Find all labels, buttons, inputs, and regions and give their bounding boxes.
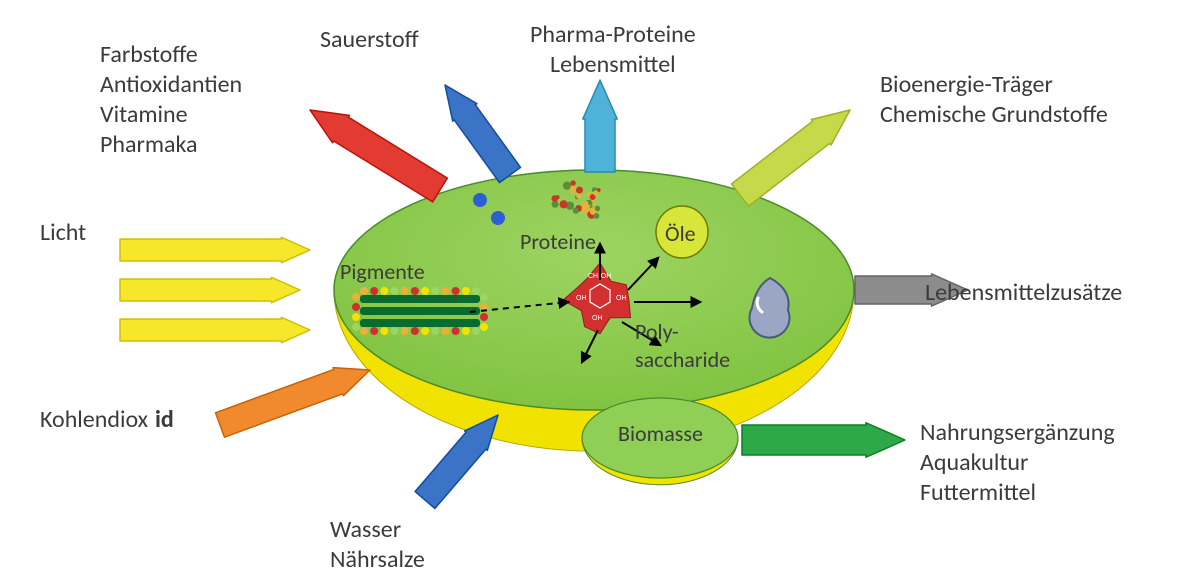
label-sauerstoff: Sauerstoff [320,25,419,55]
svg-text:OH: OH [592,315,603,322]
inner-label-poly: Poly- saccharide [635,318,730,373]
label-pharma: Pharma-Proteine Lebensmittel [530,20,696,80]
label-kohlendioxid: Kohlendiox [40,405,148,435]
label-wasser: Wasser Nährsalze [330,515,425,575]
inner-label-oele: Öle [665,220,696,248]
label-farbstoffe: Farbstoffe Antioxidantien Vitamine Pharm… [100,40,242,160]
label-nahrung: Nahrungsergänzung Aquakultur Futtermitte… [920,418,1115,508]
svg-text:OH: OH [576,295,587,302]
label-bioenergie: Bioenergie-Träger Chemische Grundstoffe [880,70,1108,130]
diagram-root: { "canvas":{"w":1188,"h":577,"bg":"#ffff… [0,0,1188,577]
inner-label-proteine: Proteine [520,228,596,256]
svg-text:OH: OH [616,295,627,302]
label-licht: Licht [40,218,86,248]
label-lebensmittelz: Lebensmittelzusätze [925,278,1122,308]
inner-label-pigmente: Pigmente [340,258,425,286]
label-kohlendioxid-bold: id [155,405,174,435]
inner-label-biomasse: Biomasse [618,420,703,448]
